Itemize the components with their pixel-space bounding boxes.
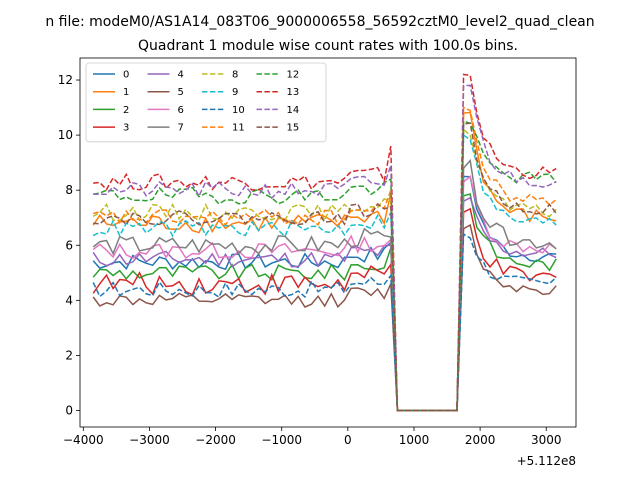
legend-label-9: 9 [232, 87, 238, 98]
plot-frame [79, 57, 577, 428]
figure-suptitle: n file: modeM0/AS1A14_083T06_9000006558_… [45, 14, 594, 30]
y-tick-label: 10 [58, 128, 73, 142]
legend-label-0: 0 [123, 70, 129, 81]
legend-label-3: 3 [123, 123, 129, 134]
legend-label-4: 4 [178, 70, 184, 81]
x-tick-label: −1000 [261, 433, 302, 447]
y-tick-label: 0 [65, 403, 73, 417]
x-tick-label: 3000 [531, 433, 562, 447]
legend-label-8: 8 [232, 70, 238, 81]
series-line-4 [92, 196, 557, 412]
legend-label-15: 15 [287, 123, 300, 134]
series-line-0 [92, 175, 557, 412]
series-line-1 [92, 111, 557, 412]
legend-label-6: 6 [178, 105, 184, 116]
series-line-11 [93, 106, 557, 412]
series-line-13 [93, 73, 557, 412]
x-tick-label: 0 [344, 433, 352, 447]
y-tick-label: 2 [65, 348, 73, 362]
chart-title: Quadrant 1 module wise count rates with … [138, 38, 518, 54]
y-tick-label: 12 [58, 73, 73, 87]
series-line-2 [92, 193, 557, 412]
legend-label-1: 1 [123, 87, 129, 98]
legend-box [85, 62, 327, 143]
axes: −4000 −3000 −2000 −1000 0 1000 2000 30000246810… [58, 73, 562, 447]
y-tick-label: 4 [65, 293, 73, 307]
legend-label-12: 12 [287, 70, 300, 81]
x-tick-label: −2000 [195, 433, 236, 447]
series-line-14 [93, 84, 557, 412]
legend-label-7: 7 [178, 123, 184, 134]
x-offset-label: +5.112e8 [517, 454, 576, 468]
legend-label-11: 11 [232, 123, 245, 134]
y-tick-label: 6 [65, 238, 73, 252]
legend-label-14: 14 [287, 105, 300, 116]
x-tick-label: 2000 [465, 433, 496, 447]
series-line-15 [93, 122, 557, 412]
legend-label-2: 2 [123, 105, 129, 116]
x-tick-label: −4000 [63, 433, 104, 447]
series-line-12 [93, 120, 557, 412]
series-line-7 [92, 158, 557, 412]
legend-label-13: 13 [287, 87, 300, 98]
legend-label-5: 5 [178, 87, 184, 98]
legend-label-10: 10 [232, 105, 245, 116]
x-tick-label: −3000 [129, 433, 170, 447]
x-tick-label: 1000 [399, 433, 430, 447]
series-lines [92, 73, 557, 412]
series-line-3 [92, 207, 557, 412]
y-tick-label: 8 [65, 183, 73, 197]
series-line-10 [92, 232, 557, 412]
series-line-9 [92, 133, 557, 412]
